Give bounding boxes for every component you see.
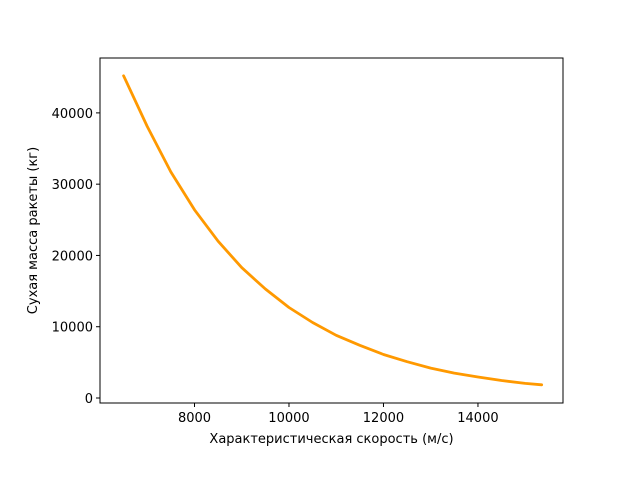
plot-frame (99, 57, 564, 404)
y-tick-label: 20000 (52, 249, 93, 264)
x-tick-label: 10000 (268, 411, 309, 426)
x-axis-ticks: 8000 10000 12000 14000 (178, 403, 499, 426)
x-tick-label: 14000 (457, 411, 498, 426)
y-tick-label: 30000 (52, 178, 93, 193)
series-line-0 (122, 74, 544, 387)
y-tick-label: 0 (85, 392, 93, 407)
y-tick-label: 40000 (52, 107, 93, 122)
x-axis-label: Характеристическая скорость (м/с) (209, 432, 453, 447)
y-axis-ticks: 0 10000 20000 30000 40000 (52, 107, 100, 407)
x-tick-label: 8000 (178, 411, 211, 426)
y-axis-label: Сухая масса ракеты (кг) (26, 147, 41, 314)
plot-area (122, 74, 544, 387)
x-tick-label: 12000 (363, 411, 404, 426)
y-tick-label: 10000 (52, 321, 93, 336)
